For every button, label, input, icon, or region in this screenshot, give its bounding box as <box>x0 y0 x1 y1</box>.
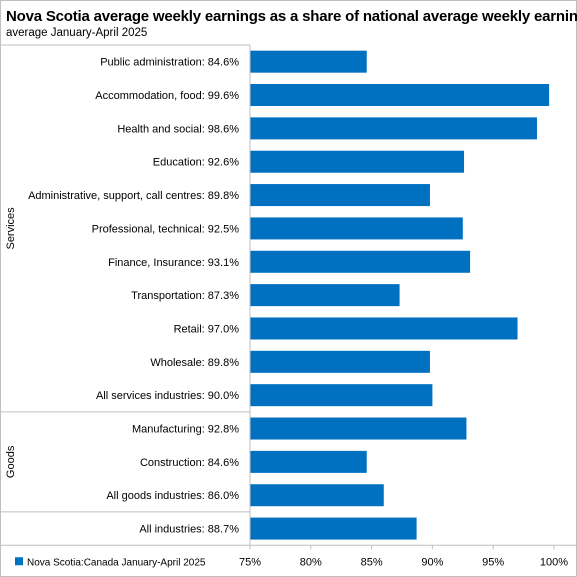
bar <box>250 50 367 73</box>
category-label: All industries: 88.7% <box>139 524 239 536</box>
x-tick-label: 75% <box>239 556 261 568</box>
category-label: Wholesale: 89.8% <box>150 357 239 369</box>
x-tick-label: 95% <box>482 556 504 568</box>
category-label: Education: 92.6% <box>153 157 239 169</box>
bar <box>250 117 537 140</box>
bar <box>250 150 465 173</box>
bar <box>250 384 433 407</box>
category-label: Retail: 97.0% <box>174 323 240 335</box>
x-tick-label: 100% <box>540 556 568 568</box>
x-tick-label: 90% <box>421 556 443 568</box>
category-label: Finance, Insurance: 93.1% <box>108 257 239 269</box>
category-label: All goods industries: 86.0% <box>106 490 239 502</box>
bar <box>250 217 463 240</box>
category-label: All services industries: 90.0% <box>96 390 239 402</box>
category-label: Accommodation, food: 99.6% <box>95 90 239 102</box>
chart-subtitle: average January-April 2025 <box>6 27 148 39</box>
bar <box>250 184 430 207</box>
x-tick-label: 85% <box>361 556 383 568</box>
bar <box>250 317 518 340</box>
legend-label: Nova Scotia:Canada January-April 2025 <box>27 557 206 568</box>
x-tick-label: 80% <box>300 556 322 568</box>
bar <box>250 84 550 107</box>
bar <box>250 484 384 507</box>
bar <box>250 417 467 440</box>
bar <box>250 350 430 373</box>
bar <box>250 284 400 307</box>
bar <box>250 250 471 273</box>
category-label: Transportation: 87.3% <box>131 290 239 302</box>
bar <box>250 450 367 473</box>
legend-swatch <box>15 557 23 566</box>
chart-title: Nova Scotia average weekly earnings as a… <box>6 8 577 25</box>
category-label: Public administration: 84.6% <box>100 57 239 69</box>
bar <box>250 517 417 540</box>
group-label: Services <box>5 207 17 250</box>
group-label: Goods <box>5 445 17 478</box>
category-label: Health and social: 98.6% <box>117 123 239 135</box>
category-label: Construction: 84.6% <box>140 457 239 469</box>
category-label: Administrative, support, call centres: 8… <box>28 190 239 202</box>
category-label: Professional, technical: 92.5% <box>92 223 240 235</box>
category-label: Manufacturing: 92.8% <box>132 424 239 436</box>
